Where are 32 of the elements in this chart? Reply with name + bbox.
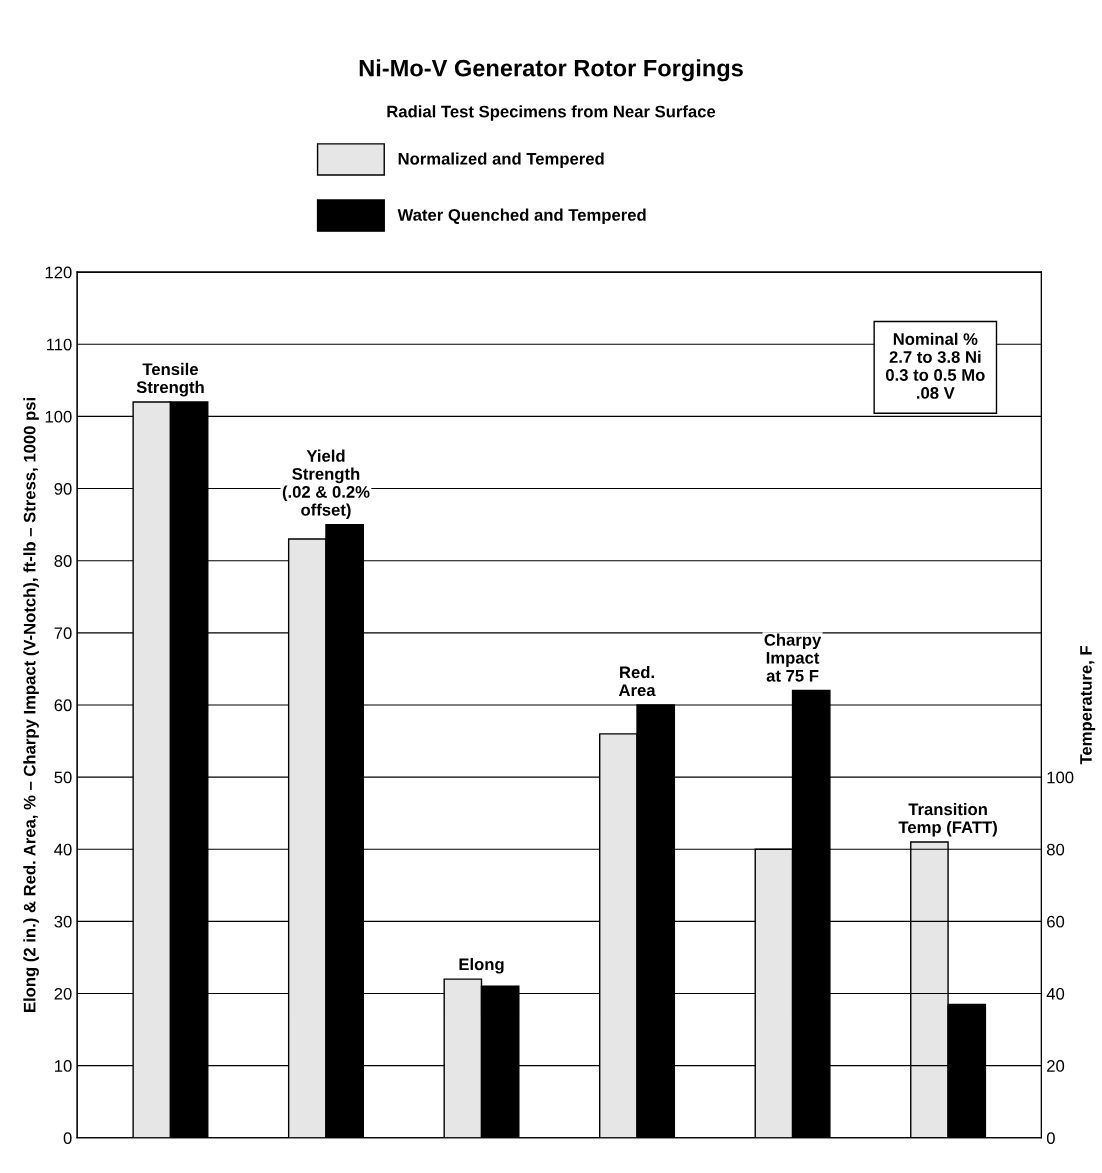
y2-tick-label: 40 bbox=[1046, 987, 1065, 1000]
y-tick-label: 70 bbox=[54, 627, 72, 640]
chart-title: Ni-Mo-V Generator Rotor Forgings bbox=[359, 59, 743, 82]
y-tick-label: 100 bbox=[45, 410, 72, 423]
y-tick-label: 30 bbox=[54, 915, 72, 928]
annotation: Nominal % 2.7 to 3.8 Ni 0.3 to 0.5 Mo .08 V bbox=[885, 332, 985, 399]
y2-axis-title: Temperature, F bbox=[1080, 645, 1096, 765]
y-tick-label: 90 bbox=[54, 482, 72, 495]
x-tick-label: Charpy Impact at 75 F bbox=[764, 633, 822, 682]
y2-tick-label: 0 bbox=[1046, 1132, 1055, 1145]
x-tick-label: Red. Area bbox=[618, 665, 656, 697]
y2-tick-label: 80 bbox=[1046, 843, 1065, 856]
y-tick-label: 20 bbox=[54, 987, 72, 1000]
x-tick-label: Tensile Strength bbox=[136, 362, 204, 397]
x-tick-label: Transition Temp (FATT) bbox=[898, 802, 997, 837]
y-tick-label: 120 bbox=[45, 266, 72, 279]
legend-label: Normalized and Tempered bbox=[398, 152, 604, 168]
y-tick-label: 10 bbox=[55, 1060, 72, 1072]
y-tick-label: 110 bbox=[46, 338, 72, 351]
y2-tick-label: 60 bbox=[1047, 915, 1065, 928]
x-tick-label: Yield Strength (.02 & 0.2% offset) bbox=[282, 449, 370, 520]
y-tick-label: 80 bbox=[54, 555, 72, 567]
y2-tick-label: 20 bbox=[1047, 1060, 1065, 1072]
chart-subtitle: Radial Test Specimens from Near Surface bbox=[387, 105, 716, 121]
y-tick-label: 50 bbox=[54, 771, 72, 784]
y2-tick-label: 100 bbox=[1047, 771, 1074, 784]
legend-label: Water Quenched and Tempered bbox=[397, 208, 646, 225]
y-tick-label: 60 bbox=[54, 699, 72, 712]
x-tick-label: Elong bbox=[459, 957, 504, 974]
y-tick-label: 0 bbox=[63, 1132, 72, 1145]
y-tick-label: 40 bbox=[54, 843, 72, 856]
y-axis-title: Elong (2 in.) & Red. Area, % – Charpy Impact (V-Notch), ft-lb – Stress, 1000 psi bbox=[23, 398, 39, 1012]
